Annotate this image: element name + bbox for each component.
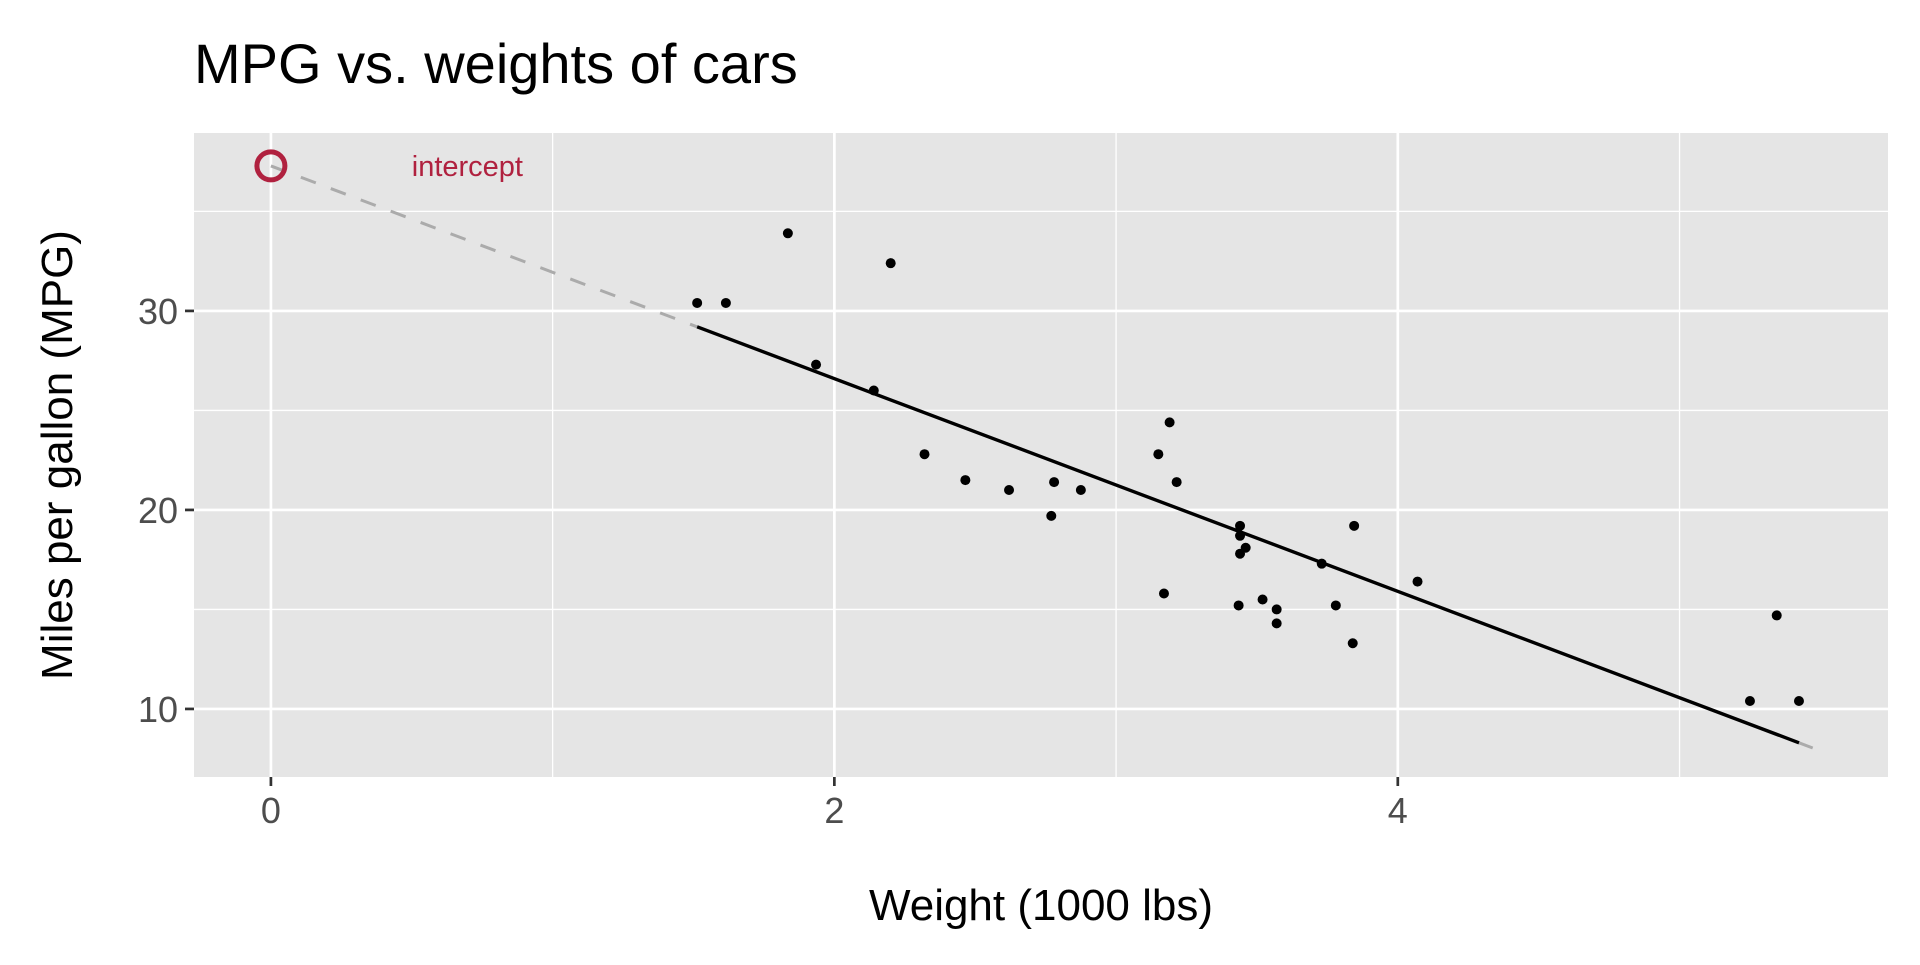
data-point [1330, 600, 1341, 611]
x-tick-label: 4 [1388, 790, 1408, 831]
data-point [720, 297, 731, 308]
data-point [1004, 485, 1015, 496]
intercept-label: intercept [412, 151, 523, 183]
intercept-marker [254, 149, 288, 183]
data-point [782, 228, 793, 239]
data-point [1171, 477, 1182, 488]
data-point [1316, 558, 1327, 569]
data-point [811, 359, 822, 370]
data-point [1233, 600, 1244, 611]
data-point [1235, 530, 1246, 541]
data-point [1744, 695, 1755, 706]
x-tick-label: 0 [261, 790, 281, 831]
data-point [1235, 548, 1246, 559]
data-point [1793, 695, 1804, 706]
data-point [1349, 520, 1360, 531]
data-point [1158, 588, 1169, 599]
chart-title: MPG vs. weights of cars [194, 32, 798, 95]
data-point [1271, 604, 1282, 615]
y-tick-label: 10 [138, 689, 178, 730]
y-tick-label: 30 [138, 291, 178, 332]
data-point [1153, 449, 1164, 460]
data-point [1257, 594, 1268, 605]
data-point [1046, 510, 1057, 521]
data-point [960, 475, 971, 486]
data-point [1347, 638, 1358, 649]
data-point [1075, 485, 1086, 496]
y-tick-label: 20 [138, 490, 178, 531]
regression-line [696, 325, 1800, 745]
data-point [1049, 477, 1060, 488]
data-point [692, 297, 703, 308]
x-tick-label: 2 [824, 790, 844, 831]
data-point [919, 449, 930, 460]
data-point [868, 385, 879, 396]
x-axis-title: Weight (1000 lbs) [869, 881, 1213, 930]
y-axis-title: Miles per gallon (MPG) [33, 230, 82, 680]
data-point [1164, 417, 1175, 428]
data-point [1412, 576, 1423, 587]
data-point [885, 258, 896, 269]
data-point [1235, 520, 1246, 531]
data-point [1771, 610, 1782, 621]
data-point [1271, 618, 1282, 629]
